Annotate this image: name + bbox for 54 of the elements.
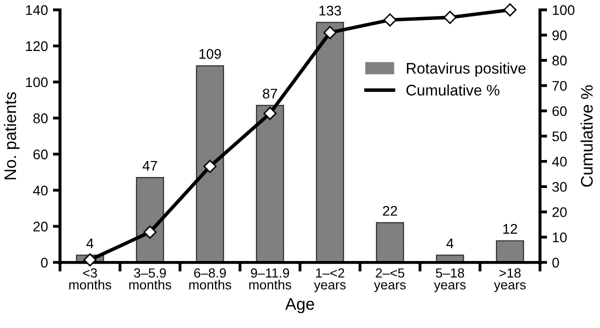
y-tick-label: 120	[26, 41, 48, 52]
y-tick-label: 80	[33, 113, 48, 124]
x-tick-label: 2–<5 years	[374, 268, 406, 292]
bar	[316, 22, 344, 262]
y2-tick-label: 100	[552, 5, 574, 16]
y2-tick-label: 10	[552, 232, 567, 242]
y2-tick-label: 20	[552, 207, 567, 218]
y-tick-label: 60	[33, 149, 48, 160]
legend-label: Cumulative %	[406, 84, 500, 96]
bar	[496, 240, 524, 262]
data-label: 47	[142, 161, 158, 171]
y-tick-label: 20	[33, 222, 48, 232]
x-tick-label: <3 months	[69, 268, 112, 290]
y-tick-label: 40	[33, 186, 48, 196]
y2-tick-label: 80	[552, 56, 567, 66]
y2-tick-label: 50	[552, 131, 567, 142]
x-axis-title: Age	[285, 298, 314, 314]
x-tick-label: 5–18 years	[434, 268, 466, 292]
y-tick-label: 140	[26, 5, 48, 16]
x-tick-label: 3–5.9 months	[129, 268, 172, 290]
bar	[196, 65, 224, 262]
point	[143, 226, 157, 239]
y2-axis-title: Cumulative %	[580, 85, 593, 187]
y2-tick-label: 0	[552, 258, 559, 268]
bar	[256, 104, 284, 262]
point	[83, 253, 97, 266]
y-tick-label: 100	[26, 77, 48, 88]
y-axis-title: No. patients	[4, 92, 20, 180]
y2-tick-label: 40	[552, 156, 567, 167]
x-tick-label: 6–8.9 months	[189, 268, 232, 290]
y2-tick-label: 60	[552, 106, 567, 116]
point	[263, 106, 277, 120]
data-label: 22	[382, 206, 398, 216]
data-label: 133	[319, 6, 341, 16]
y2-tick-label: 30	[552, 182, 567, 192]
point	[443, 10, 457, 24]
bar	[136, 177, 164, 262]
x-tick-label: 1–<2 years	[314, 268, 346, 292]
bar	[376, 222, 404, 262]
x-tick-label: >18 years	[494, 268, 526, 292]
data-label: 12	[503, 224, 518, 234]
x-tick-label: 9–11.9 months	[249, 268, 292, 290]
data-label: 87	[262, 88, 278, 99]
point	[203, 160, 217, 174]
legend-label: Rotavirus positive	[406, 62, 526, 77]
point	[323, 26, 337, 40]
point	[503, 3, 517, 16]
y2-tick-label: 90	[552, 30, 567, 40]
data-label: 109	[199, 49, 221, 59]
data-label: 4	[86, 238, 94, 248]
point	[383, 13, 397, 27]
y-tick-label: 0	[41, 258, 48, 268]
y2-tick-label: 70	[552, 80, 567, 91]
data-label: 4	[446, 238, 454, 248]
